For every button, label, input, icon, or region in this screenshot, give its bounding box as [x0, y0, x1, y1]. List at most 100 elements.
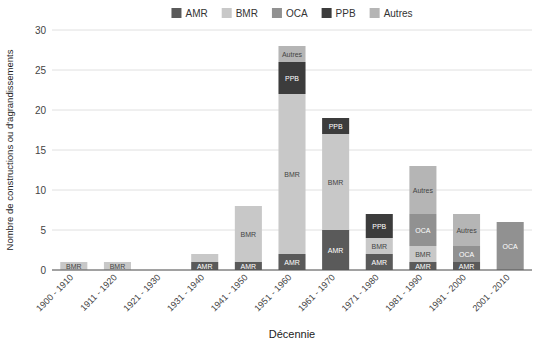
segment-label: AMR [371, 259, 387, 266]
segment-label: AMR [415, 263, 431, 270]
bar-segment [322, 118, 349, 119]
segment-label: Autres [456, 227, 477, 234]
bar-segment [366, 214, 393, 238]
x-tick-label: 1900 - 1910 [34, 272, 75, 313]
bar-segment [409, 166, 436, 214]
x-tick-label: 2001 - 2010 [471, 272, 512, 313]
segment-label: PPB [372, 223, 386, 230]
legend-label: AMR [185, 8, 207, 19]
y-tick-label: 0 [40, 265, 46, 276]
bar-segment [191, 254, 218, 255]
x-tick-label: 1981 - 1990 [383, 272, 424, 313]
grid-line [52, 30, 532, 31]
segment-label: Autres [413, 187, 434, 194]
bar-segment [497, 222, 524, 223]
segment-label: OCA [415, 227, 431, 234]
segment-label: BMR [284, 171, 300, 178]
segment-label: AMR [284, 259, 300, 266]
segment-label: AMR [197, 263, 213, 270]
bar-segment [453, 214, 480, 246]
legend-item: Autres [370, 8, 413, 19]
x-axis-line [52, 270, 532, 271]
legend-swatch [322, 8, 332, 18]
legend-swatch [222, 8, 232, 18]
bar-segment [278, 254, 305, 270]
legend: AMR BMR OCA PPB Autres [171, 8, 412, 19]
bar-segment [191, 254, 218, 255]
bar-segment [235, 206, 262, 262]
segment-label: Autres [282, 51, 303, 58]
legend-item: OCA [272, 8, 308, 19]
bar-segment [453, 262, 480, 270]
x-axis-label: Décennie [269, 328, 315, 340]
y-tick-label: 15 [35, 145, 47, 156]
bar-segment [235, 206, 262, 207]
bar-segment [497, 222, 524, 270]
bar-segment [278, 62, 305, 94]
legend-item: AMR [171, 8, 207, 19]
x-tick-label: 1911 - 1920 [78, 272, 119, 313]
legend-item: BMR [222, 8, 258, 19]
y-tick-label: 10 [35, 185, 47, 196]
bar-segment [60, 262, 87, 270]
y-tick-label: 25 [35, 65, 47, 76]
y-axis-label: Nombre de constructions ou d'agrandissem… [4, 49, 15, 250]
segment-label: BMR [371, 243, 387, 250]
bar-segment [409, 214, 436, 246]
bar-segment [191, 254, 218, 255]
x-tick-label: 1951 - 1960 [252, 272, 293, 313]
grid-line [52, 270, 532, 271]
legend-swatch [370, 8, 380, 18]
segment-label: BMR [66, 263, 82, 270]
bar-segment [191, 262, 218, 270]
bar-segment [104, 262, 131, 270]
bar-segment [453, 246, 480, 262]
bar-segment [366, 238, 393, 254]
bar-segment [409, 262, 436, 270]
chart-container: 0 5 10 15 20 25 30 BMR BMR AMR AMR BMR AMR BMR PPB Autr… [0, 0, 546, 344]
bar-segment [322, 230, 349, 270]
bars [60, 46, 523, 270]
y-tick-label: 5 [40, 225, 46, 236]
legend-label: BMR [236, 8, 258, 19]
segment-label: OCA [503, 243, 519, 250]
segment-label: AMR [328, 247, 344, 254]
bar-segment [497, 222, 524, 223]
x-tick-label: 1921 - 1930 [121, 272, 162, 313]
legend-label: OCA [286, 8, 308, 19]
chart: 0 5 10 15 20 25 30 BMR BMR AMR AMR BMR AMR BMR PPB Autr… [0, 0, 546, 344]
bar-segment [235, 206, 262, 207]
x-tick-label: 1991 - 2000 [427, 272, 468, 313]
bar-segment [322, 134, 349, 230]
legend-label: Autres [384, 8, 413, 19]
bar-segment [235, 206, 262, 207]
segment-label: BMR [328, 179, 344, 186]
x-tick-label: 1931 - 1940 [165, 272, 206, 313]
segment-label: BMR [110, 263, 126, 270]
grid [52, 30, 532, 270]
segment-label: BMR [415, 251, 431, 258]
legend-item: PPB [322, 8, 356, 19]
bar-segment [278, 94, 305, 254]
legend-swatch [171, 8, 181, 18]
legend-swatch [272, 8, 282, 18]
legend-label: PPB [336, 8, 356, 19]
bar-segment [235, 262, 262, 270]
x-tick-label: 1971 - 1980 [340, 272, 381, 313]
bar-segment [366, 214, 393, 215]
bar-segment [191, 254, 218, 262]
segment-label: BMR [241, 231, 257, 238]
bar-segment [366, 254, 393, 270]
bar-segment [278, 46, 305, 62]
segment-label: PPB [285, 75, 299, 82]
x-tick-label: 1941 - 1950 [209, 272, 250, 313]
bar-segment [409, 246, 436, 262]
segment-label: AMR [459, 263, 475, 270]
segment-label: OCA [459, 251, 475, 258]
x-tick-label: 1961 - 1970 [296, 272, 337, 313]
segment-label: PPB [329, 123, 343, 130]
y-tick-label: 30 [35, 25, 47, 36]
bar-segment [322, 118, 349, 134]
y-tick-label: 20 [35, 105, 47, 116]
segment-label: AMR [241, 263, 257, 270]
